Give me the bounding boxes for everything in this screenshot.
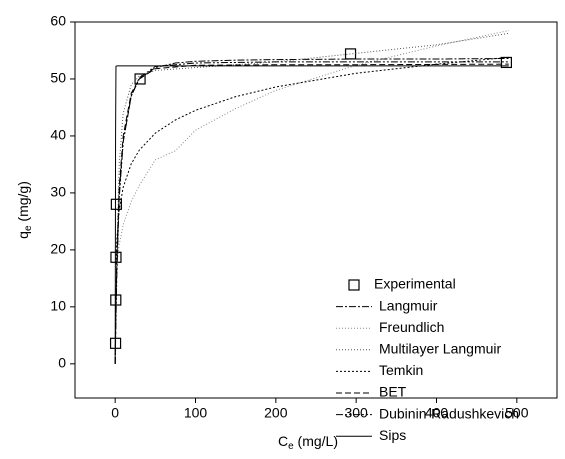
plot-frame xyxy=(74,21,558,399)
legend-label: Dubinin-Radushkevich xyxy=(379,405,519,421)
series-line xyxy=(114,57,509,364)
x-tick-label: 200 xyxy=(264,405,288,421)
series-line xyxy=(114,32,509,364)
data-point xyxy=(110,198,122,210)
series-line xyxy=(114,65,509,364)
legend-label: Temkin xyxy=(379,362,423,378)
series-line xyxy=(115,56,509,264)
x-axis-label: Ce (mg/L) xyxy=(278,433,338,452)
y-tick-label: 0 xyxy=(58,355,66,371)
y-tick-label: 10 xyxy=(50,298,66,314)
x-tick-label: 100 xyxy=(184,405,208,421)
y-tick-label: 60 xyxy=(50,13,66,29)
x-tick-label: 400 xyxy=(425,405,449,421)
x-tick-label: 500 xyxy=(505,405,529,421)
y-tick-label: 20 xyxy=(50,241,66,257)
legend-label: BET xyxy=(379,384,407,400)
x-tick-label: 0 xyxy=(111,405,119,421)
series-line xyxy=(114,61,509,364)
y-axis-label: qe (mg/g) xyxy=(15,181,34,239)
legend-label: Multilayer Langmuir xyxy=(379,341,501,357)
series-line xyxy=(115,30,509,281)
y-tick-label: 40 xyxy=(50,127,66,143)
legend-label: Langmuir xyxy=(379,297,438,313)
series-line xyxy=(114,63,509,364)
y-tick-label: 50 xyxy=(50,70,66,86)
legend-label: Freundlich xyxy=(379,319,444,335)
x-tick-label: 300 xyxy=(344,405,368,421)
data-point xyxy=(134,73,146,85)
legend-label: Experimental xyxy=(374,276,456,292)
data-point xyxy=(500,56,512,69)
legend-marker xyxy=(348,279,360,291)
legend-label: Sips xyxy=(379,427,406,443)
y-tick-label: 30 xyxy=(50,184,66,200)
